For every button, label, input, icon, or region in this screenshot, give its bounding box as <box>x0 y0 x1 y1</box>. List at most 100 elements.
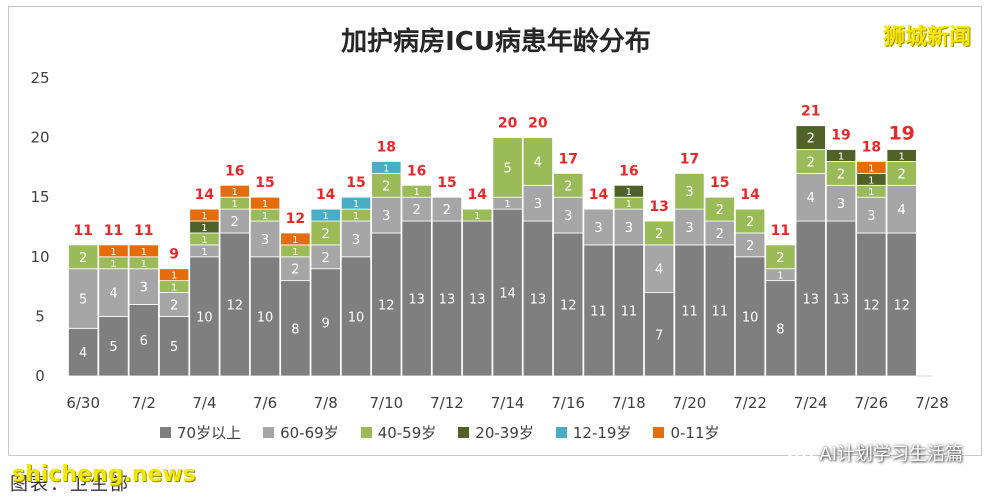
bar-segment <box>189 256 220 377</box>
bar-value-label: 2 <box>716 203 724 218</box>
y-tick-label: 25 <box>30 69 49 87</box>
bar-segment <box>249 256 281 377</box>
bar-value-label: 1 <box>262 211 268 222</box>
bar-value-label: 3 <box>140 281 148 296</box>
bar-value-label: 1 <box>171 271 177 282</box>
legend-item: 40-59岁 <box>360 422 437 443</box>
bar-total-label: 11 <box>134 223 153 239</box>
x-tick-label: 7/26 <box>855 394 889 412</box>
bar-segment <box>674 172 705 210</box>
bar-value-label: 10 <box>257 310 274 325</box>
bar-total-label: 14 <box>740 187 760 203</box>
bar-value-label: 2 <box>746 215 754 230</box>
bar-total-label: 17 <box>680 151 699 167</box>
bar-total-label: 20 <box>528 116 548 132</box>
bar-segment <box>249 196 281 210</box>
bar-total-label: 15 <box>346 175 365 191</box>
bar-value-label: 1 <box>232 187 238 198</box>
bar-total-label: 15 <box>437 175 456 191</box>
bar-value-label: 5 <box>79 293 87 308</box>
bar-value-label: 4 <box>655 263 663 278</box>
bar-total-label: 9 <box>169 247 179 263</box>
bar-value-label: 1 <box>201 235 207 246</box>
x-tick-label: 7/24 <box>794 394 828 412</box>
bar-value-label: 11 <box>621 304 638 319</box>
bar-value-label: 1 <box>201 223 207 234</box>
bar-segment <box>371 196 402 234</box>
bar-segment <box>68 244 99 270</box>
bar-value-label: 1 <box>201 247 207 258</box>
bar-total-label: 14 <box>589 187 609 203</box>
bar-value-label: 1 <box>413 187 419 198</box>
bar-value-label: 2 <box>837 167 845 182</box>
x-tick-label: 7/20 <box>673 394 707 412</box>
y-tick-label: 5 <box>35 307 45 325</box>
legend-item: 70岁以上 <box>160 422 241 443</box>
bar-value-label: 1 <box>353 199 359 210</box>
bar-value-label: 5 <box>503 161 511 176</box>
bar-total-label: 19 <box>888 123 914 145</box>
bar-segment <box>310 268 341 377</box>
x-tick-label: 7/14 <box>491 394 525 412</box>
x-tick-label: 7/4 <box>192 394 216 412</box>
x-tick-label: 7/2 <box>132 394 156 412</box>
wechat-brand-label: AI计划学习生活篇 <box>819 444 963 465</box>
legend-item: 0-11岁 <box>653 422 720 443</box>
bar-value-label: 1 <box>868 163 874 174</box>
bar-value-label: 12 <box>863 298 880 313</box>
x-tick-label: 7/6 <box>253 394 277 412</box>
x-tick-label: 6/30 <box>66 394 100 412</box>
bar-segment <box>219 184 250 198</box>
bar-value-label: 14 <box>499 287 516 302</box>
bar-segment <box>280 232 311 246</box>
bar-segment <box>704 244 735 377</box>
legend-swatch <box>160 426 171 438</box>
bar-segment <box>553 172 584 198</box>
bar-value-label: 2 <box>382 179 390 194</box>
bar-value-label: 13 <box>802 293 819 308</box>
bar-value-label: 3 <box>534 197 542 212</box>
bar-value-label: 1 <box>868 187 874 198</box>
bar-total-label: 17 <box>558 151 577 167</box>
bar-value-label: 10 <box>742 310 759 325</box>
bar-value-label: 5 <box>170 340 178 355</box>
bar-segment <box>159 268 190 282</box>
legend-swatch <box>653 426 665 438</box>
legend-label: 40-59岁 <box>377 423 437 442</box>
chart-legend: 70岁以上 60-69岁 40-59岁 20-39岁 12-19岁 0-11岁 <box>160 421 720 443</box>
bar-segment <box>98 244 129 258</box>
bar-segment <box>795 220 826 377</box>
bar-segment <box>189 208 220 222</box>
bar-segment <box>431 220 463 377</box>
bar-value-label: 2 <box>807 155 815 170</box>
bar-total-label: 16 <box>407 163 426 179</box>
bar-segment <box>522 137 553 186</box>
bar-segment <box>371 232 402 377</box>
bar-segment <box>371 161 402 174</box>
chart-title: 加护病房ICU病患年龄分布 <box>341 27 651 57</box>
bar-value-label: 2 <box>776 251 784 266</box>
bar-segment <box>644 244 675 293</box>
bar-segment <box>492 137 523 198</box>
legend-label: 70岁以上 <box>177 423 242 442</box>
bar-segment <box>886 149 917 162</box>
bar-value-label: 1 <box>141 247 147 258</box>
bar-segment <box>735 208 766 234</box>
bar-segment <box>310 208 341 222</box>
bar-value-label: 2 <box>412 203 420 218</box>
bar-value-label: 2 <box>716 227 724 242</box>
legend-item: 20-39岁 <box>458 422 534 443</box>
bar-value-label: 1 <box>626 187 632 198</box>
legend-swatch <box>360 426 372 438</box>
y-tick-label: 10 <box>30 248 49 266</box>
legend-item: 60-69岁 <box>263 422 339 443</box>
y-tick-label: 0 <box>35 367 45 385</box>
bar-value-label: 12 <box>226 298 243 313</box>
bar-segment <box>583 244 614 377</box>
bar-segment <box>462 208 493 222</box>
bar-value-label: 1 <box>262 199 268 210</box>
bar-value-label: 1 <box>292 247 298 258</box>
y-tick-label: 20 <box>30 129 49 147</box>
bar-value-label: 1 <box>868 175 874 186</box>
bar-segment <box>795 172 826 222</box>
